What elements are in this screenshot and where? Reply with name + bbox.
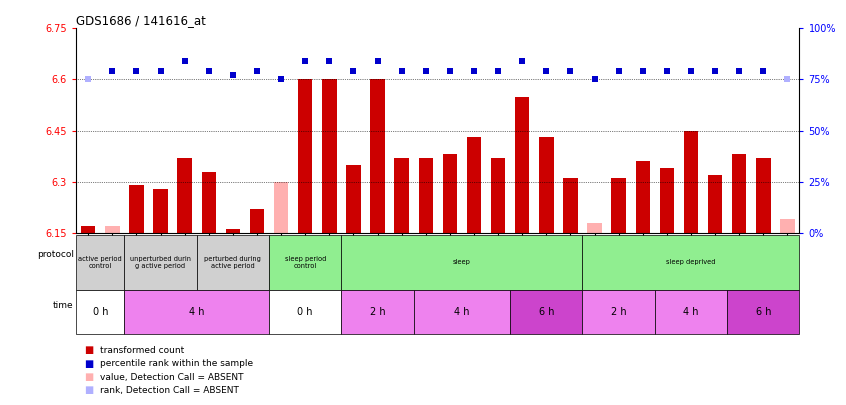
Bar [612, 178, 626, 233]
Bar [274, 182, 288, 233]
Bar [442, 154, 457, 233]
Text: 4 h: 4 h [189, 307, 205, 317]
Text: protocol: protocol [36, 249, 74, 258]
Bar [298, 79, 312, 233]
Text: sleep deprived: sleep deprived [666, 259, 716, 265]
Bar [322, 79, 337, 233]
Bar [201, 172, 216, 233]
Text: 0 h: 0 h [298, 307, 313, 317]
Text: rank, Detection Call = ABSENT: rank, Detection Call = ABSENT [100, 386, 239, 395]
Text: ■: ■ [85, 359, 94, 369]
Bar [660, 168, 674, 233]
Bar [76, 290, 124, 334]
Text: 2 h: 2 h [370, 307, 385, 317]
Bar [414, 290, 510, 334]
Text: 6 h: 6 h [755, 307, 771, 317]
Bar [780, 219, 794, 233]
Text: value, Detection Call = ABSENT: value, Detection Call = ABSENT [100, 373, 244, 382]
Text: 4 h: 4 h [454, 307, 470, 317]
Text: ■: ■ [85, 345, 94, 355]
Bar [467, 137, 481, 233]
Bar [655, 290, 727, 334]
Text: GDS1686 / 141616_at: GDS1686 / 141616_at [76, 14, 206, 27]
Bar [81, 226, 96, 233]
Text: active period
control: active period control [79, 256, 122, 269]
Bar [129, 185, 144, 233]
Text: time: time [53, 301, 74, 310]
Text: 4 h: 4 h [684, 307, 699, 317]
Text: 6 h: 6 h [539, 307, 554, 317]
Text: ■: ■ [85, 372, 94, 382]
Bar [394, 158, 409, 233]
Bar [124, 235, 196, 290]
Text: sleep: sleep [453, 259, 471, 265]
Text: ■: ■ [85, 386, 94, 395]
Text: unperturbed durin
g active period: unperturbed durin g active period [130, 256, 191, 269]
Bar [419, 158, 433, 233]
Bar [76, 235, 124, 290]
Text: percentile rank within the sample: percentile rank within the sample [100, 359, 253, 368]
Text: transformed count: transformed count [100, 346, 184, 355]
Text: sleep period
control: sleep period control [284, 256, 326, 269]
Bar [708, 175, 722, 233]
Bar [371, 79, 385, 233]
Bar [178, 158, 192, 233]
Bar [269, 235, 341, 290]
Bar [727, 290, 799, 334]
Bar [124, 290, 269, 334]
Bar [250, 209, 264, 233]
Bar [346, 165, 360, 233]
Bar [539, 137, 553, 233]
Bar [226, 230, 240, 233]
Bar [635, 161, 650, 233]
Text: 2 h: 2 h [611, 307, 626, 317]
Bar [582, 235, 799, 290]
Bar [491, 158, 505, 233]
Bar [684, 130, 698, 233]
Bar [587, 223, 602, 233]
Bar [510, 290, 582, 334]
Text: 0 h: 0 h [92, 307, 108, 317]
Bar [341, 235, 582, 290]
Text: perturbed during
active period: perturbed during active period [205, 256, 261, 269]
Bar [153, 189, 168, 233]
Bar [269, 290, 341, 334]
Bar [515, 96, 530, 233]
Bar [196, 235, 269, 290]
Bar [732, 154, 746, 233]
Bar [756, 158, 771, 233]
Bar [341, 290, 414, 334]
Bar [563, 178, 578, 233]
Bar [105, 226, 119, 233]
Bar [582, 290, 655, 334]
